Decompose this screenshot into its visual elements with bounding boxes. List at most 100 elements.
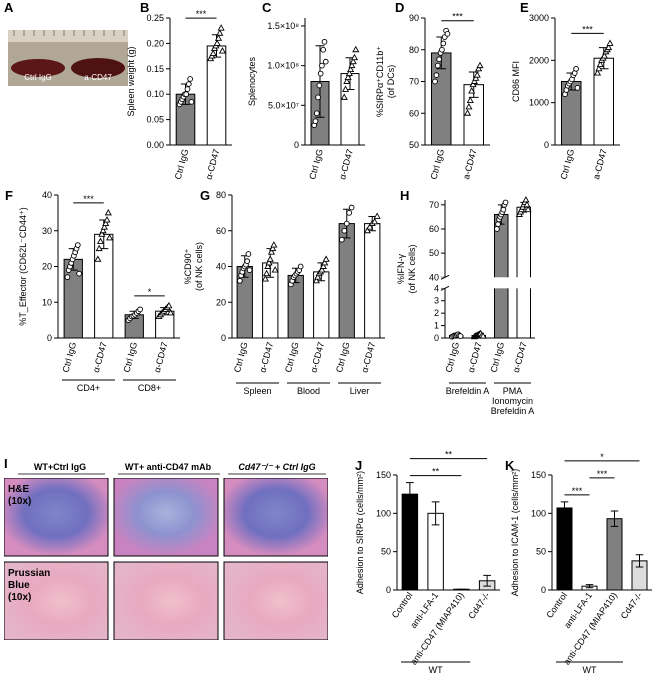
data-point [434,62,441,69]
data-point [218,47,227,54]
error-bar [315,45,325,118]
data-point [439,46,445,53]
significance-label: *** [196,9,207,19]
x-tick-label: α-CD47 [204,148,222,181]
y-tick-label: 150 [531,470,546,480]
y-axis-label: (of DCs) [386,65,396,99]
y-tick-label: 2000 [529,55,549,65]
y-tick-label: 50 [536,547,546,557]
photo-label: Ctrl IgG [24,73,52,82]
panel-letter: G [200,188,210,203]
error-bar [431,501,440,526]
y-tick-label: 10 [42,297,52,307]
data-point [475,64,483,72]
y-tick-label: 1 [434,321,439,331]
y-axis-label: Adhesion to SIRPα (cells/mm²) [355,471,365,594]
group-label: CD8+ [138,383,161,393]
error-bar [406,482,414,507]
data-point [100,223,108,230]
row-label: H&E [8,484,29,495]
data-point [106,233,114,241]
data-point [318,266,326,273]
x-tick-label: Ctrl IgG [283,341,301,374]
data-point [463,109,472,116]
bar [606,518,623,591]
y-tick-label: 2 [434,308,439,318]
bar [494,213,509,339]
group-label: WT [583,665,597,675]
y-tick-label: 0 [434,333,439,343]
x-tick-label: Ctrl IgG [428,148,446,181]
y-tick-label: 0 [386,585,391,595]
y-tick-label: 0 [221,333,226,343]
significance-label: *** [597,469,608,479]
y-tick-label: 70 [409,77,419,87]
data-point [457,333,464,339]
data-point [98,230,106,237]
error-bar [560,501,569,515]
data-point [312,276,320,284]
y-tick-label: 3 [434,296,439,306]
x-tick-label: α-CD47 [359,341,377,374]
data-point [244,258,251,264]
group-label: Ionomycin [492,396,533,406]
significance-label: ** [432,467,440,477]
data-point [102,219,110,227]
data-point [319,262,327,269]
data-point [345,69,353,77]
significance-label: *** [83,194,94,204]
y-tick-label: 4 [434,283,439,293]
y-tick-label: 3000 [529,13,549,23]
bar [364,223,381,339]
data-point [246,267,253,273]
data-point [316,82,323,89]
data-point [312,118,319,125]
data-point [473,71,481,78]
y-tick-label: 80 [409,45,419,55]
y-tick-label: 0 [541,585,546,595]
data-point [237,277,243,284]
x-tick-label: α-CD47 [308,341,326,374]
micrographs [3,477,329,641]
y-tick-label: 0 [47,333,52,343]
group-label: Spleen [243,386,271,396]
data-point [269,244,277,252]
data-point [315,94,321,101]
x-tick-label: Ctrl IgG [488,341,506,374]
data-point [245,251,252,257]
x-tick-label: Ctrl IgG [443,341,461,374]
data-point [74,242,81,248]
data-point [444,31,451,37]
y-axis-label: %SIRPα⁺CD11b⁺ [375,46,385,117]
data-point [104,208,112,216]
y-tick-label: 40 [216,262,226,272]
data-point [343,220,350,227]
data-point [348,204,355,211]
panel-letter: J [355,458,362,473]
panel-letter: H [400,188,409,203]
data-point [266,255,274,262]
data-point [341,227,348,234]
x-tick-label: α-CD47 [511,341,529,374]
significance-label: *** [582,24,593,34]
x-tick-label: Ctrl IgG [60,341,78,374]
data-point [468,87,476,94]
error-bar [585,584,594,589]
data-point [187,76,193,82]
bar [556,507,573,591]
data-point [440,40,447,47]
data-point [213,39,221,46]
row-label: Prussian [8,568,50,579]
data-point [94,255,102,262]
x-tick-label: Control [390,590,415,620]
column-header: Cd47⁻/⁻ + Ctrl IgG [238,462,315,472]
x-tick-label: α-CD47 [152,341,170,374]
data-point [267,248,276,255]
x-tick-label: Ctrl IgG [121,341,139,374]
y-tick-label: 100 [531,508,546,518]
x-tick-label: Ctrl IgG [334,341,352,374]
group-label: Liver [350,386,370,396]
data-point [363,226,371,234]
error-bar [483,574,491,587]
x-tick-label: a-CD47 [591,148,609,181]
